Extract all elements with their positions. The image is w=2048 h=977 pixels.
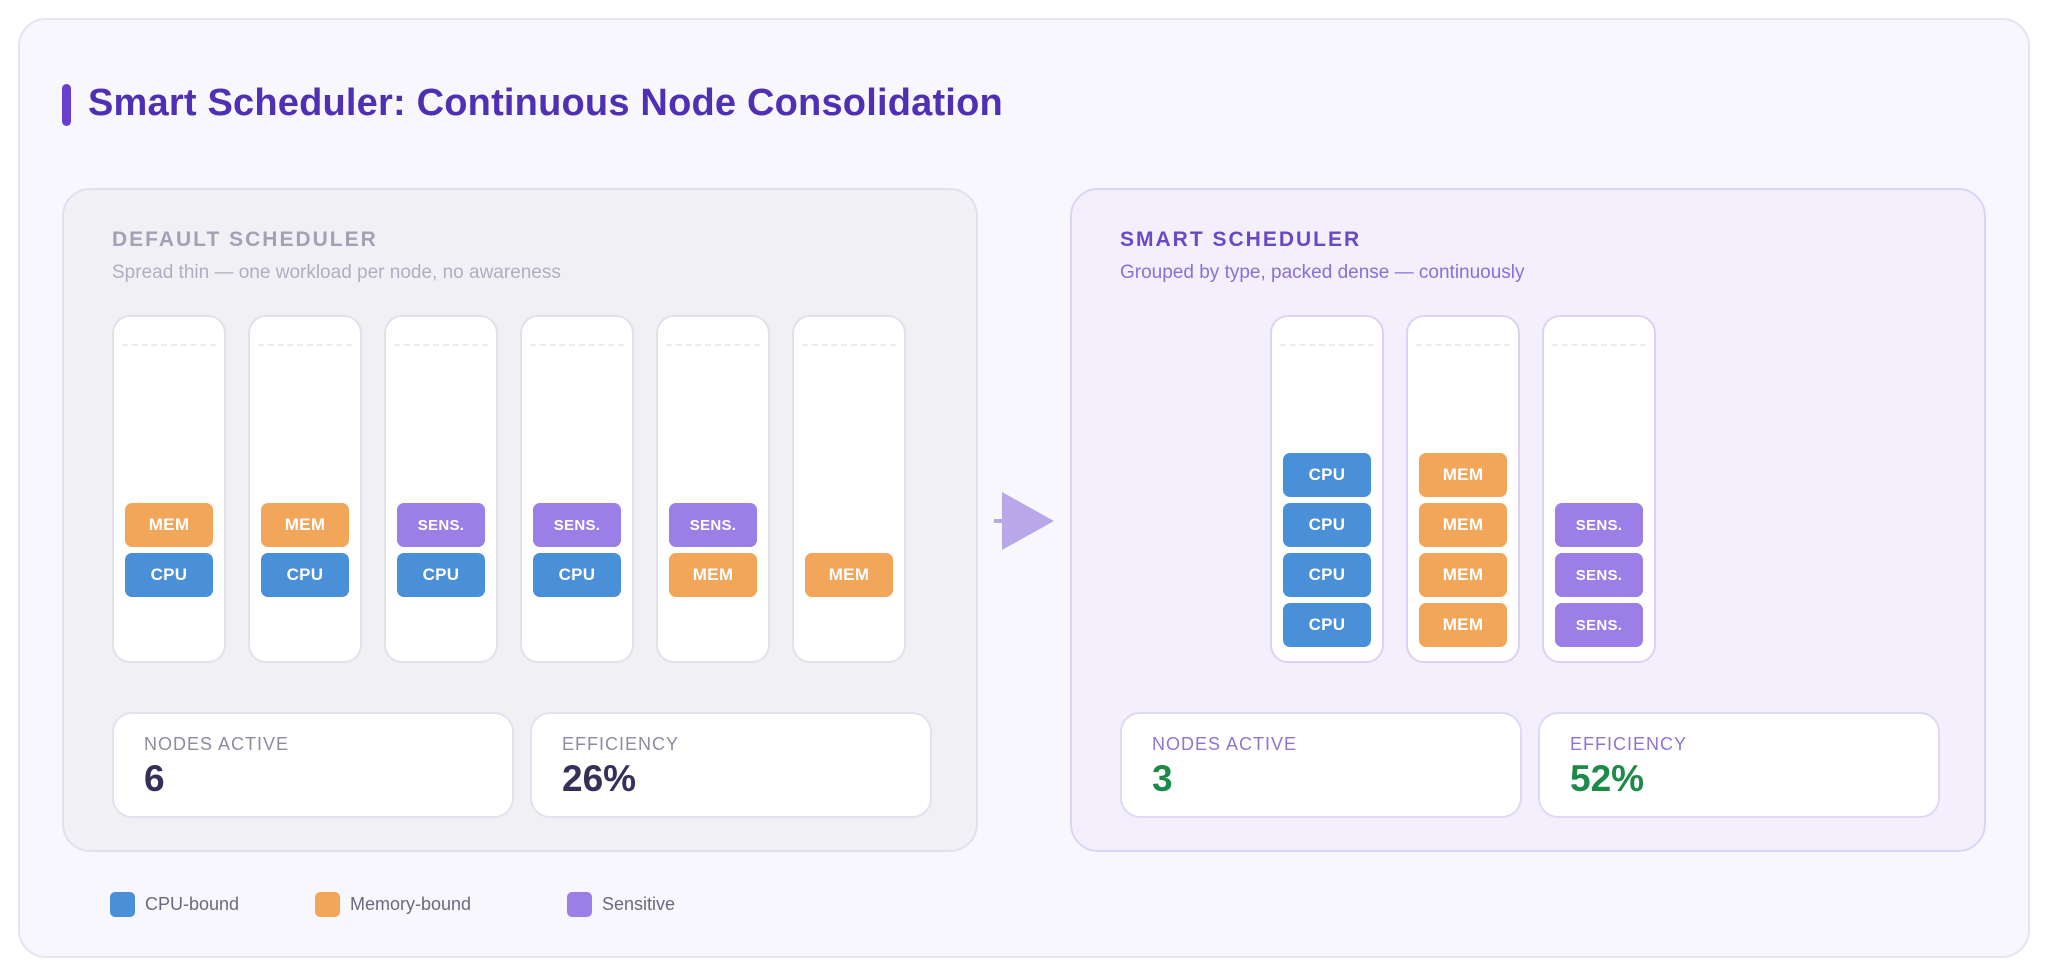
sensitive-swatch bbox=[567, 892, 592, 917]
stat-value: 6 bbox=[144, 758, 165, 799]
capacity-line bbox=[530, 344, 624, 346]
node: CPU SENS. bbox=[384, 315, 498, 663]
capacity-line bbox=[1416, 344, 1510, 346]
capacity-line bbox=[258, 344, 352, 346]
right-arrow-icon bbox=[994, 492, 1054, 550]
node: SENS. SENS. SENS. bbox=[1542, 315, 1656, 663]
nodes-active-stat: NODES ACTIVE 6 bbox=[112, 712, 514, 818]
efficiency-stat: EFFICIENCY 52% bbox=[1538, 712, 1940, 818]
pod-stack: MEM MEM MEM MEM bbox=[1419, 453, 1507, 647]
legend-label: Sensitive bbox=[602, 894, 676, 914]
pod-mem: MEM bbox=[1419, 603, 1507, 647]
pod-sens: SENS. bbox=[1555, 553, 1643, 597]
memory-swatch bbox=[315, 892, 340, 917]
pod-stack: CPU MEM bbox=[261, 503, 349, 597]
pod-stack: CPU MEM bbox=[125, 503, 213, 597]
pod-stack: CPU CPU CPU CPU bbox=[1283, 453, 1371, 647]
stat-value: 52% bbox=[1570, 758, 1645, 799]
pod-sens: SENS. bbox=[1555, 503, 1643, 547]
stat-label: NODES ACTIVE bbox=[1152, 734, 1298, 754]
capacity-line bbox=[394, 344, 488, 346]
capacity-line bbox=[1552, 344, 1646, 346]
node: MEM MEM MEM MEM bbox=[1406, 315, 1520, 663]
panel-subtitle: Grouped by type, packed dense — continuo… bbox=[1120, 262, 1525, 283]
stat-label: NODES ACTIVE bbox=[144, 734, 290, 754]
legend-label: CPU-bound bbox=[145, 894, 240, 914]
pod-mem: MEM bbox=[1419, 553, 1507, 597]
node: MEM bbox=[792, 315, 906, 663]
pod-cpu: CPU bbox=[1283, 453, 1371, 497]
legend-item-memory: Memory-bound bbox=[315, 892, 567, 917]
efficiency-stat: EFFICIENCY 26% bbox=[530, 712, 932, 818]
pod-mem: MEM bbox=[261, 503, 349, 547]
panel-heading: SMART SCHEDULER bbox=[1120, 228, 1362, 251]
capacity-line bbox=[666, 344, 760, 346]
pod-mem: MEM bbox=[125, 503, 213, 547]
pod-cpu: CPU bbox=[1283, 603, 1371, 647]
pod-cpu: CPU bbox=[261, 553, 349, 597]
pod-mem: MEM bbox=[1419, 453, 1507, 497]
stat-value: 3 bbox=[1152, 758, 1173, 799]
node: CPU SENS. bbox=[520, 315, 634, 663]
capacity-line bbox=[802, 344, 896, 346]
page-title: Smart Scheduler: Continuous Node Consoli… bbox=[88, 82, 1003, 124]
node-row: CPU CPU CPU CPU MEM MEM MEM MEM SENS. SENS. SENS. bbox=[1270, 315, 1656, 663]
smart-scheduler-panel: SMART SCHEDULER Grouped by type, packed … bbox=[1070, 188, 1986, 852]
legend: CPU-bound Memory-bound Sensitive bbox=[110, 892, 675, 917]
pod-cpu: CPU bbox=[1283, 553, 1371, 597]
legend-item-cpu: CPU-bound bbox=[110, 892, 315, 917]
title-accent-bar bbox=[62, 84, 71, 126]
pod-stack: MEM bbox=[805, 553, 893, 597]
pod-mem: MEM bbox=[1419, 503, 1507, 547]
stat-label: EFFICIENCY bbox=[562, 734, 680, 754]
cpu-swatch bbox=[110, 892, 135, 917]
default-scheduler-panel: DEFAULT SCHEDULER Spread thin — one work… bbox=[62, 188, 978, 852]
node: MEM SENS. bbox=[656, 315, 770, 663]
pod-stack: SENS. SENS. SENS. bbox=[1555, 503, 1643, 647]
pod-sens: SENS. bbox=[533, 503, 621, 547]
panel-subtitle: Spread thin — one workload per node, no … bbox=[112, 262, 561, 283]
pod-sens: SENS. bbox=[669, 503, 757, 547]
pod-sens: SENS. bbox=[1555, 603, 1643, 647]
nodes-active-stat: NODES ACTIVE 3 bbox=[1120, 712, 1522, 818]
pod-mem: MEM bbox=[805, 553, 893, 597]
legend-item-sensitive: Sensitive bbox=[567, 892, 675, 917]
node-row: CPU MEM CPU MEM CPU SENS. CPU SENS. MEM SENS. MEM bbox=[112, 315, 906, 663]
panel-heading: DEFAULT SCHEDULER bbox=[112, 228, 378, 251]
node: CPU CPU CPU CPU bbox=[1270, 315, 1384, 663]
pod-sens: SENS. bbox=[397, 503, 485, 547]
pod-stack: MEM SENS. bbox=[669, 503, 757, 597]
pod-stack: CPU SENS. bbox=[397, 503, 485, 597]
stat-label: EFFICIENCY bbox=[1570, 734, 1688, 754]
stat-value: 26% bbox=[562, 758, 637, 799]
pod-mem: MEM bbox=[669, 553, 757, 597]
node: CPU MEM bbox=[112, 315, 226, 663]
pod-cpu: CPU bbox=[1283, 503, 1371, 547]
capacity-line bbox=[1280, 344, 1374, 346]
node: CPU MEM bbox=[248, 315, 362, 663]
capacity-line bbox=[122, 344, 216, 346]
legend-label: Memory-bound bbox=[350, 894, 472, 914]
pod-stack: CPU SENS. bbox=[533, 503, 621, 597]
pod-cpu: CPU bbox=[397, 553, 485, 597]
pod-cpu: CPU bbox=[533, 553, 621, 597]
pod-cpu: CPU bbox=[125, 553, 213, 597]
